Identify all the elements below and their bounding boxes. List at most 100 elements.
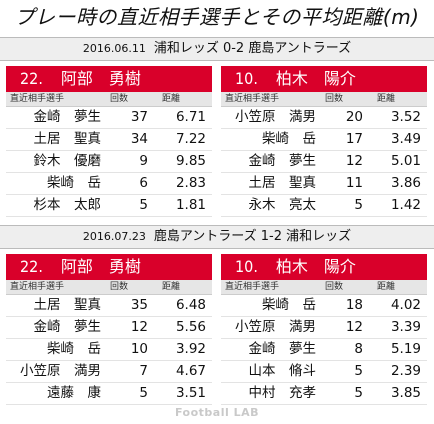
distance: 3.51 bbox=[175, 385, 206, 401]
player-number: 10. bbox=[235, 257, 258, 276]
opponent-name: 金崎 夢生 bbox=[248, 153, 317, 169]
table-row: 金崎 夢生 8 5.19 bbox=[221, 339, 427, 361]
count: 34 bbox=[130, 131, 148, 147]
opponent-name: 遠藤 康 bbox=[47, 385, 101, 401]
table-row: 柴崎 岳 6 2.83 bbox=[6, 173, 212, 195]
player-number: 22. bbox=[20, 257, 43, 276]
col-count: 回数 bbox=[325, 94, 344, 104]
player-header: 10. 柏木 陽介 bbox=[221, 66, 427, 92]
distance: 3.52 bbox=[390, 109, 421, 125]
distance: 4.02 bbox=[390, 297, 421, 313]
column-header: 直近相手選手 回数 距離 bbox=[221, 280, 427, 295]
distance: 3.85 bbox=[390, 385, 421, 401]
distance: 3.86 bbox=[390, 175, 421, 191]
opponent-name: 金崎 夢生 bbox=[33, 109, 102, 125]
count: 12 bbox=[345, 153, 363, 169]
distance: 5.19 bbox=[390, 341, 421, 357]
opponent-name: 土居 聖真 bbox=[33, 297, 102, 313]
col-distance: 距離 bbox=[377, 282, 396, 292]
table-row: 土居 聖真 11 3.86 bbox=[221, 173, 427, 195]
opponent-name: 鈴木 優磨 bbox=[33, 153, 102, 169]
match-label: 鹿島アントラーズ 1-2 浦和レッズ bbox=[153, 229, 352, 244]
count: 5 bbox=[139, 197, 148, 213]
opponent-name: 柴崎 岳 bbox=[262, 297, 316, 313]
player-panel-abe-2: 22. 阿部 勇樹 直近相手選手 回数 距離 土居 聖真 35 6.48 金崎 夢生 12 5… bbox=[6, 254, 212, 405]
page-title: プレー時の直近相手選手とその平均距離(m) bbox=[14, 5, 420, 29]
distance: 1.81 bbox=[175, 197, 206, 213]
player-number: 22. bbox=[20, 69, 43, 88]
distance: 3.39 bbox=[390, 319, 421, 335]
table-row: 金崎 夢生 12 5.01 bbox=[221, 151, 427, 173]
table-row: 小笠原 満男 12 3.39 bbox=[221, 317, 427, 339]
opponent-name: 小笠原 満男 bbox=[235, 109, 316, 125]
column-header: 直近相手選手 回数 距離 bbox=[6, 92, 212, 107]
match-date: 2016.06.11 bbox=[82, 42, 146, 55]
table-row: 金崎 夢生 12 5.56 bbox=[6, 317, 212, 339]
table-row: 中村 充孝 5 3.85 bbox=[221, 383, 427, 405]
count: 20 bbox=[345, 109, 363, 125]
count: 5 bbox=[354, 385, 363, 401]
col-name: 直近相手選手 bbox=[10, 282, 65, 292]
count: 8 bbox=[354, 341, 363, 357]
match-date: 2016.07.23 bbox=[82, 230, 146, 243]
player-name: 阿部 勇樹 bbox=[60, 257, 141, 276]
player-panel-kashiwagi-1: 10. 柏木 陽介 直近相手選手 回数 距離 小笠原 満男 20 3.52 柴崎 岳 17 3… bbox=[221, 66, 427, 217]
table-row: 金崎 夢生 37 6.71 bbox=[6, 107, 212, 129]
player-panel-abe-1: 22. 阿部 勇樹 直近相手選手 回数 距離 金崎 夢生 37 6.71 土居 聖真 34 7… bbox=[6, 66, 212, 217]
player-panel-kashiwagi-2: 10. 柏木 陽介 直近相手選手 回数 距離 柴崎 岳 18 4.02 小笠原 満男 12 3… bbox=[221, 254, 427, 405]
player-number: 10. bbox=[235, 69, 258, 88]
opponent-name: 中村 充孝 bbox=[248, 385, 317, 401]
count: 5 bbox=[354, 363, 363, 379]
distance: 3.92 bbox=[175, 341, 206, 357]
col-name: 直近相手選手 bbox=[10, 94, 65, 104]
count: 7 bbox=[139, 363, 148, 379]
distance: 6.48 bbox=[175, 297, 206, 313]
opponent-name: 柴崎 岳 bbox=[262, 131, 316, 147]
watermark-logo: Football LAB bbox=[174, 406, 259, 419]
opponent-name: 柴崎 岳 bbox=[47, 341, 101, 357]
table-row: 柴崎 岳 10 3.92 bbox=[6, 339, 212, 361]
col-distance: 距離 bbox=[162, 94, 181, 104]
table-row: 鈴木 優磨 9 9.85 bbox=[6, 151, 212, 173]
table-row: 小笠原 満男 7 4.67 bbox=[6, 361, 212, 383]
opponent-name: 土居 聖真 bbox=[33, 131, 102, 147]
table-row: 小笠原 満男 20 3.52 bbox=[221, 107, 427, 129]
opponent-name: 金崎 夢生 bbox=[248, 341, 317, 357]
match-header-2: 2016.07.23 鹿島アントラーズ 1-2 浦和レッズ bbox=[0, 225, 434, 249]
opponent-name: 杉本 太郎 bbox=[33, 197, 102, 213]
count: 10 bbox=[130, 341, 148, 357]
distance: 2.83 bbox=[175, 175, 206, 191]
table-row: 柴崎 岳 17 3.49 bbox=[221, 129, 427, 151]
column-header: 直近相手選手 回数 距離 bbox=[6, 280, 212, 295]
match-header-1: 2016.06.11 浦和レッズ 0-2 鹿島アントラーズ bbox=[0, 37, 434, 61]
col-count: 回数 bbox=[110, 94, 129, 104]
opponent-name: 小笠原 満男 bbox=[235, 319, 316, 335]
match-label: 浦和レッズ 0-2 鹿島アントラーズ bbox=[153, 41, 352, 56]
count: 17 bbox=[345, 131, 363, 147]
count: 18 bbox=[345, 297, 363, 313]
player-name: 柏木 陽介 bbox=[275, 257, 356, 276]
table-row: 永木 亮太 5 1.42 bbox=[221, 195, 427, 217]
table-row: 杉本 太郎 5 1.81 bbox=[6, 195, 212, 217]
table-row: 遠藤 康 5 3.51 bbox=[6, 383, 212, 405]
opponent-name: 金崎 夢生 bbox=[33, 319, 102, 335]
count: 37 bbox=[130, 109, 148, 125]
column-header: 直近相手選手 回数 距離 bbox=[221, 92, 427, 107]
col-count: 回数 bbox=[325, 282, 344, 292]
opponent-name: 小笠原 満男 bbox=[20, 363, 101, 379]
table-row: 山本 脩斗 5 2.39 bbox=[221, 361, 427, 383]
col-name: 直近相手選手 bbox=[225, 282, 280, 292]
distance: 4.67 bbox=[175, 363, 206, 379]
count: 5 bbox=[139, 385, 148, 401]
distance: 9.85 bbox=[175, 153, 206, 169]
count: 11 bbox=[345, 175, 363, 191]
distance: 3.49 bbox=[390, 131, 421, 147]
distance: 2.39 bbox=[390, 363, 421, 379]
count: 9 bbox=[139, 153, 148, 169]
player-header: 10. 柏木 陽介 bbox=[221, 254, 427, 280]
opponent-name: 山本 脩斗 bbox=[248, 363, 317, 379]
player-name: 阿部 勇樹 bbox=[60, 69, 141, 88]
count: 12 bbox=[130, 319, 148, 335]
col-name: 直近相手選手 bbox=[225, 94, 280, 104]
table-row: 土居 聖真 35 6.48 bbox=[6, 295, 212, 317]
